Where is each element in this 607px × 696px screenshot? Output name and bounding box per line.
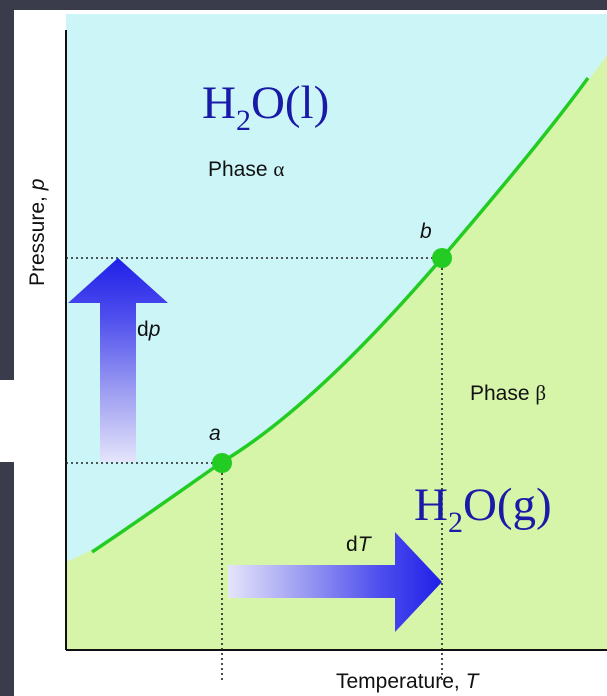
dp-label: dp [137,318,160,341]
liquid-formula: H2O(l) [202,77,329,137]
phase-alpha-label: Phase α [208,157,284,181]
phase-beta-label: Phase β [470,381,546,405]
frame-bottom-left [0,462,14,696]
y-axis-label: Pressure, p [26,179,49,286]
point-b-label: b [420,220,432,243]
x-axis-label: Temperature, T [336,670,481,693]
dT-label: dT [346,533,373,556]
coexistence-curve [91,76,590,554]
frame-top [0,0,607,10]
point-b-marker [432,248,452,268]
point-a-marker [212,453,232,473]
gas-region [66,55,607,650]
point-a-label: a [209,422,221,445]
dT-arrow [228,532,442,632]
frame-top-left [0,0,14,380]
gas-formula: H2O(g) [414,479,552,539]
dp-arrow [68,258,168,462]
